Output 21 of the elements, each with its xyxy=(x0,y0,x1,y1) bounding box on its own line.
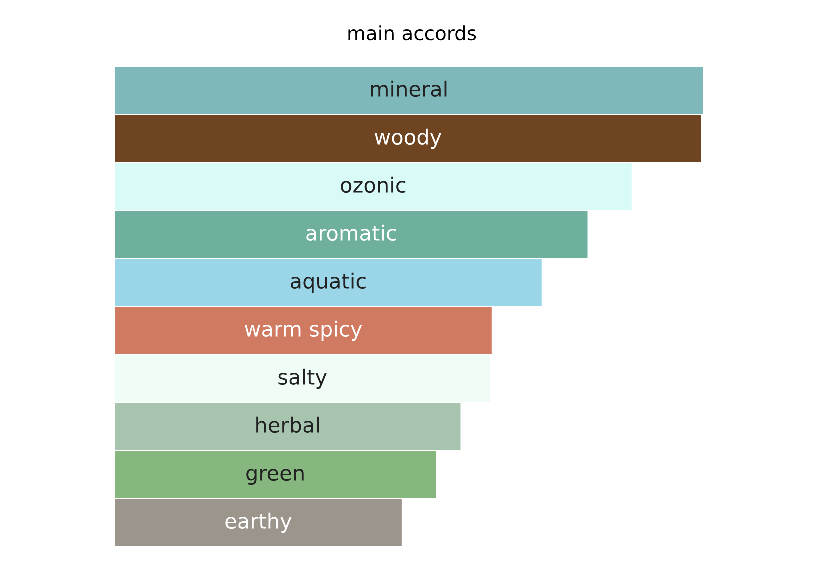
bar xyxy=(115,211,588,259)
y-tick-label: salty xyxy=(278,368,327,390)
y-tick-label: warm spicy xyxy=(245,320,362,342)
bar xyxy=(115,115,702,163)
bar xyxy=(115,67,703,115)
bar xyxy=(115,403,461,451)
y-tick-label: herbal xyxy=(256,416,320,434)
y-tick-label: aromatic xyxy=(306,224,396,242)
bar xyxy=(115,163,632,211)
y-tick-label: ozonic xyxy=(341,176,406,194)
bar xyxy=(115,307,492,355)
y-tick-label: green xyxy=(246,469,304,486)
bar xyxy=(115,499,402,547)
y-tick-label: woody xyxy=(374,128,442,150)
bar xyxy=(115,451,436,499)
y-tick-label: aquatic xyxy=(291,272,366,294)
y-tick-label: mineral xyxy=(371,80,447,98)
bar xyxy=(115,355,490,403)
bar xyxy=(115,259,542,307)
y-tick-label: earthy xyxy=(226,512,292,534)
chart-title: main accords xyxy=(348,26,476,41)
